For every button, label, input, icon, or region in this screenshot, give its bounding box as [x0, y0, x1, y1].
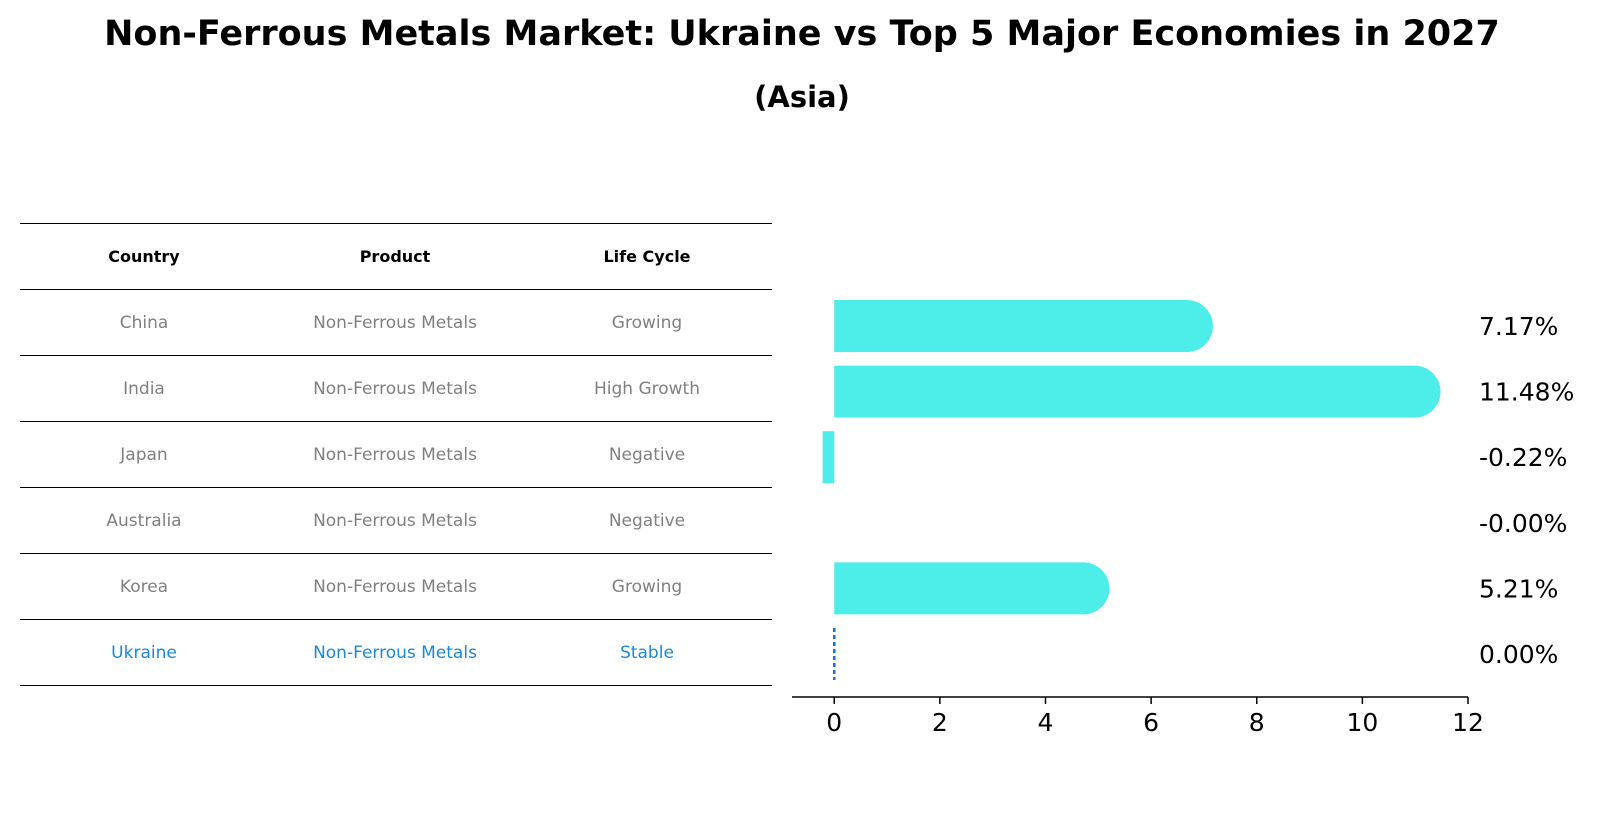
bar-india: [834, 365, 1441, 418]
x-tick-label-0: 0: [826, 708, 842, 737]
value-label-korea: 5.21%: [1479, 574, 1558, 603]
cell-life-cycle: High Growth: [593, 378, 700, 399]
chart-title: Non-Ferrous Metals Market: Ukraine vs To…: [104, 14, 1500, 54]
table-row: Japan Non-Ferrous Metals Negative: [20, 421, 772, 487]
x-tick-label-6: 6: [1143, 708, 1159, 737]
cell-product: Non-Ferrous Metals: [313, 312, 477, 333]
table-row: China Non-Ferrous Metals Growing: [20, 289, 772, 355]
table-header-row: Country Product Life Cycle: [20, 223, 772, 289]
header-country: Country: [108, 247, 180, 266]
cell-country: Japan: [120, 444, 168, 465]
cell-product: Non-Ferrous Metals: [313, 576, 477, 597]
cell-life-cycle: Negative: [608, 510, 686, 531]
cell-country: Korea: [119, 576, 169, 597]
value-label-japan: -0.22%: [1479, 443, 1567, 472]
value-label-ukraine: 0.00%: [1479, 640, 1558, 669]
cell-product: Non-Ferrous Metals: [313, 378, 477, 399]
cell-life-cycle: Growing: [611, 576, 683, 597]
cell-product: Non-Ferrous Metals: [313, 444, 477, 465]
header-product: Product: [359, 247, 431, 266]
cell-life-cycle: Negative: [608, 444, 686, 465]
table-row: Australia Non-Ferrous Metals Negative: [20, 487, 772, 553]
x-tick-label-4: 4: [1038, 708, 1054, 737]
cell-product: Non-Ferrous Metals: [313, 510, 477, 531]
value-label-india: 11.48%: [1479, 378, 1574, 407]
x-tick-label-10: 10: [1346, 708, 1378, 737]
value-label-australia: -0.00%: [1479, 509, 1567, 538]
table-row: India Non-Ferrous Metals High Growth: [20, 355, 772, 421]
bar-china: [834, 300, 1213, 352]
bar-korea: [834, 562, 1110, 615]
cell-life-cycle: Stable: [620, 642, 674, 663]
x-tick-label-2: 2: [932, 708, 948, 737]
header-life-cycle: Life Cycle: [603, 247, 691, 266]
bar-japan: [822, 431, 835, 484]
x-tick-label-12: 12: [1452, 708, 1484, 737]
chart-subtitle: (Asia): [754, 80, 850, 114]
value-label-china: 7.17%: [1479, 312, 1558, 341]
cell-country: Australia: [106, 510, 182, 531]
cell-country: Ukraine: [111, 642, 177, 663]
cell-country: China: [119, 312, 169, 333]
cell-product: Non-Ferrous Metals: [313, 642, 477, 663]
table-row-highlight: Ukraine Non-Ferrous Metals Stable: [20, 619, 772, 686]
cell-life-cycle: Growing: [611, 312, 683, 333]
table-row: Korea Non-Ferrous Metals Growing: [20, 553, 772, 619]
cell-country: India: [123, 378, 165, 399]
data-table: Country Product Life Cycle China Non-Fer…: [20, 223, 772, 686]
x-tick-label-8: 8: [1249, 708, 1265, 737]
